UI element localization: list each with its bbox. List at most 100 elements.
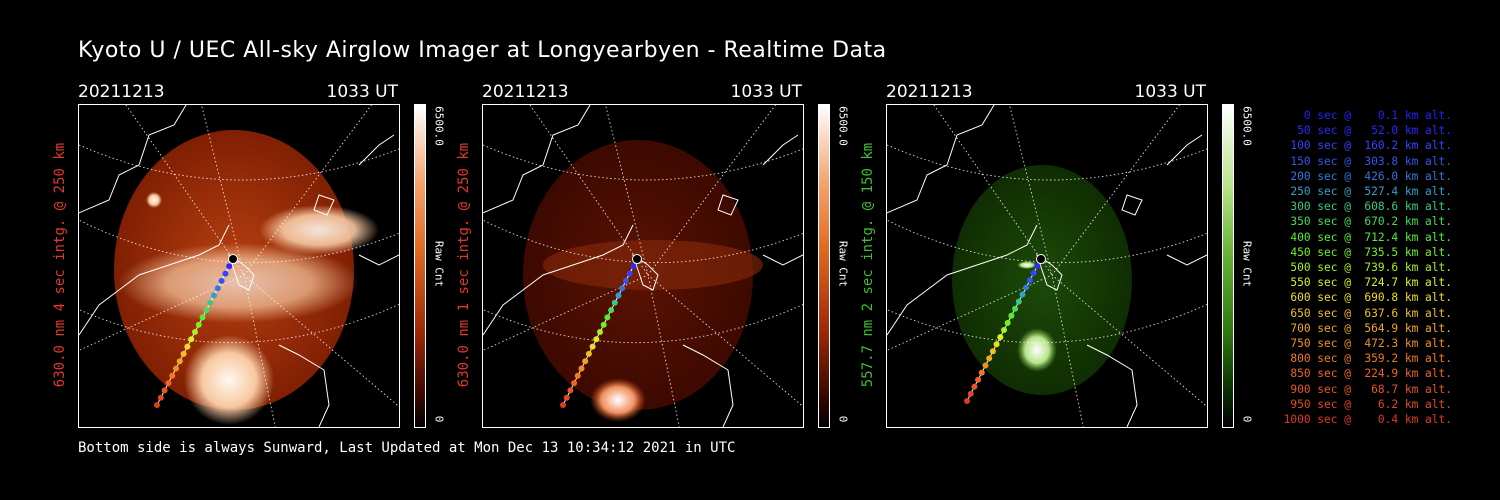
trajectory-point [214,285,221,292]
trajectory-point [173,365,179,372]
trajectory-entry: 1000 sec @ 0.4 km alt. [1283,413,1452,427]
trajectory-point [604,314,611,321]
trajectory-point [622,277,629,284]
trajectory-point [608,307,615,314]
colorbar-min: 0 [432,415,446,423]
trajectory-entry: 550 sec @ 724.7 km alt. [1283,276,1452,290]
trajectory-point [203,307,210,314]
trajectory-point [218,277,225,284]
colorbar-labels: 6500.0 Raw Cnt 0 [1238,104,1256,426]
trajectory-legend: 0 sec @ 0.1 km alt. 50 sec @ 52.0 km alt… [1262,108,1452,427]
panel-date: 20211213 [886,82,973,102]
colorbar-labels: 6500.0 Raw Cnt 0 [834,104,852,426]
trajectory-point [199,314,206,321]
trajectory-point [597,329,603,335]
trajectory-entry: 350 sec @ 670.2 km alt. [1283,215,1452,229]
trajectory-point [967,390,974,397]
colorbar-max: 6500.0 [836,106,850,146]
trajectory-point [630,263,637,270]
trajectory-point [222,270,229,277]
trajectory-point [560,402,566,408]
trajectory-entry: 850 sec @ 224.9 km alt. [1283,367,1452,381]
colorbar [818,104,830,428]
page-title: Kyoto U / UEC All-sky Airglow Imager at … [78,38,887,63]
footer-status: Bottom side is always Sunward, Last Upda… [78,440,736,456]
trajectory-entry: 150 sec @ 303.8 km alt. [1283,154,1452,168]
trajectory-point [574,372,581,379]
colorbar-title: Raw Cnt [836,240,850,288]
trajectory-point [169,372,176,379]
panel-date: 20211213 [482,82,569,102]
panel-time: 1033 UT [326,82,399,102]
trajectory-point [1012,305,1019,312]
trajectory-point [157,394,164,401]
panel-time: 1033 UT [1134,82,1207,102]
trajectory-point [1001,327,1007,333]
trajectory-point [964,398,970,404]
trajectory-point [1015,298,1022,305]
trajectory-point [188,336,195,343]
trajectory-point [1008,312,1015,319]
colorbar-min: 0 [836,415,850,423]
trajectory-entry: 700 sec @ 564.9 km alt. [1283,321,1452,335]
trajectory-entry: 300 sec @ 608.6 km alt. [1283,200,1452,214]
trajectory-point [161,387,168,394]
trajectory-point [195,321,202,328]
trajectory-point [578,365,585,372]
trajectory-point [589,343,596,350]
trajectory-point [571,380,578,387]
trajectory-entry: 250 sec @ 527.4 km alt. [1283,185,1452,199]
panel-630-1sec: 20211213 1033 UT 630.0 nm 1 sec intg. @ … [456,82,850,432]
trajectory-point [154,402,160,408]
trajectory-entry: 900 sec @ 68.7 km alt. [1283,382,1452,396]
trajectory-point [611,299,618,306]
trajectory-entry: 450 sec @ 735.5 km alt. [1283,245,1452,259]
colorbar [414,104,426,428]
colorbar-title: Raw Cnt [432,240,446,288]
trajectory-entry: 100 sec @ 160.2 km alt. [1283,139,1452,153]
allsky-image [78,104,400,428]
trajectory-entry: 200 sec @ 426.0 km alt. [1283,169,1452,183]
trajectory-entry: 50 sec @ 52.0 km alt. [1283,124,1452,138]
trajectory-point [619,285,626,292]
trajectory-point [997,334,1004,341]
colorbar [1222,104,1234,428]
trajectory-point [1004,319,1011,326]
allsky-image [886,104,1208,428]
trajectory-entry: 0 sec @ 0.1 km alt. [1283,109,1452,122]
trajectory-entry: 650 sec @ 637.6 km alt. [1283,306,1452,320]
trajectory-point [1019,291,1026,298]
trajectory-point [975,376,982,383]
panel-wavelength-label: 630.0 nm 1 sec intg. @ 250 km [456,142,472,388]
trajectory-point [207,299,214,306]
colorbar-max: 6500.0 [432,106,446,146]
trajectory-point [615,292,622,299]
panel-630-4sec: 20211213 1033 UT 630.0 nm 4 sec intg. @ … [52,82,446,432]
trajectory-point [567,387,574,394]
trajectory-entry: 950 sec @ 6.2 km alt. [1283,397,1452,411]
trajectory-point [176,358,183,365]
trajectory-point [978,369,985,376]
trajectory-point [165,380,172,387]
trajectory-point [993,341,1000,348]
trajectory-point [986,355,993,362]
panel-wavelength-label: 557.7 nm 2 sec intg. @ 150 km [860,142,876,388]
trajectory-point [1026,277,1033,284]
trajectory-point [228,254,238,264]
trajectory-entry: 400 sec @ 712.4 km alt. [1283,230,1452,244]
trajectory-point [226,263,233,270]
panel-time: 1033 UT [730,82,803,102]
trajectory-point [626,270,633,277]
trajectory-point [563,394,570,401]
panel-date: 20211213 [78,82,165,102]
trajectory-point [971,383,978,390]
trajectory-point [180,350,187,357]
trajectory-point [632,254,642,264]
trajectory-point [600,321,607,328]
trajectory-entry: 500 sec @ 739.6 km alt. [1283,261,1452,275]
trajectory-point [989,348,996,355]
trajectory-point [1034,263,1041,270]
trajectory-point [1036,254,1046,264]
colorbar-title: Raw Cnt [1240,240,1254,288]
trajectory-entry: 800 sec @ 359.2 km alt. [1283,352,1452,366]
